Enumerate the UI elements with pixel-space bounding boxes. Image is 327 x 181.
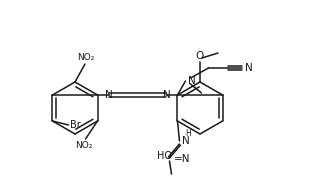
Text: NO₂: NO₂ [75,141,92,150]
Text: Br: Br [71,120,81,130]
Text: N: N [163,90,170,100]
Text: N: N [105,90,112,100]
Text: H: H [186,129,191,138]
Text: N: N [188,76,196,86]
Text: NO₂: NO₂ [77,53,95,62]
Text: HO: HO [158,151,172,161]
Text: N: N [246,63,253,73]
Text: O: O [196,51,204,61]
Text: N: N [182,136,190,146]
Text: =N: =N [174,154,190,164]
